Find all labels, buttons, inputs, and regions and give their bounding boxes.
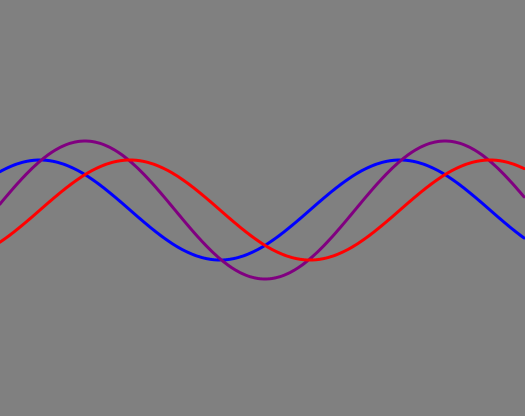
red-wave-line <box>0 158 525 262</box>
blue-wave-line <box>0 158 525 262</box>
series-layer <box>0 139 525 281</box>
purple-wave-line <box>0 139 525 281</box>
